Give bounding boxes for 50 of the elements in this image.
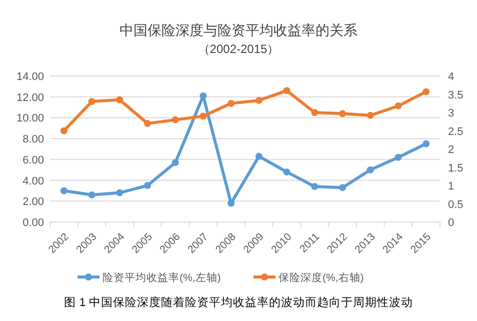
y-tick-label: 6.00 — [22, 154, 44, 166]
point — [200, 112, 207, 120]
point — [394, 154, 402, 161]
caption: 图 1 中国保险深度随着险资平均收益率的波动而趋向于周期性波动 — [64, 295, 413, 309]
y-tick-label: 10.00 — [16, 112, 44, 125]
point — [311, 109, 318, 116]
point — [422, 88, 430, 96]
y-tick-label: 14.00 — [16, 71, 44, 83]
point — [311, 183, 318, 190]
y2-tick-label: 2.5 — [448, 126, 464, 138]
point — [172, 159, 179, 166]
point — [88, 191, 96, 198]
point — [394, 102, 402, 110]
point — [339, 110, 346, 118]
point — [172, 116, 179, 124]
y2-tick-label: 3.5 — [448, 89, 464, 102]
y2-tick-label: 1.5 — [448, 162, 464, 174]
point — [88, 98, 96, 106]
point — [228, 200, 235, 207]
point — [144, 120, 151, 127]
point — [255, 152, 262, 160]
point — [366, 112, 374, 119]
point — [200, 92, 207, 100]
point — [283, 168, 290, 176]
point — [144, 182, 151, 189]
legend-label: 保险深度(%,右轴) — [278, 271, 364, 284]
y2-tick-label: 0.5 — [448, 198, 464, 211]
point — [116, 189, 124, 196]
point — [60, 187, 68, 194]
y-tick-label: 4.00 — [22, 175, 44, 188]
y-tick-label: 8.00 — [22, 134, 44, 146]
legend-label: 险资平均收益率(%,左轴) — [102, 271, 221, 284]
y2-tick-label: 0 — [448, 217, 454, 229]
point — [283, 87, 290, 94]
point — [339, 184, 346, 192]
point — [422, 140, 430, 148]
y2-tick-label: 2 — [448, 144, 454, 156]
point — [366, 166, 374, 174]
y2-tick-label: 1 — [448, 180, 454, 192]
y-tick-label: 12.00 — [16, 92, 44, 104]
y-tick-label: 2.00 — [22, 196, 44, 208]
y2-tick-label: 4 — [448, 71, 454, 83]
chart-subtitle: （2002-2015） — [198, 42, 280, 56]
point — [255, 96, 262, 104]
y2-tick-label: 3 — [448, 108, 454, 120]
point — [116, 96, 124, 104]
chart-title: 中国保险深度与险资平均收益率的关系 — [120, 22, 358, 38]
point — [60, 127, 68, 134]
point — [228, 100, 235, 107]
y-tick-label: 0.00 — [22, 217, 44, 229]
